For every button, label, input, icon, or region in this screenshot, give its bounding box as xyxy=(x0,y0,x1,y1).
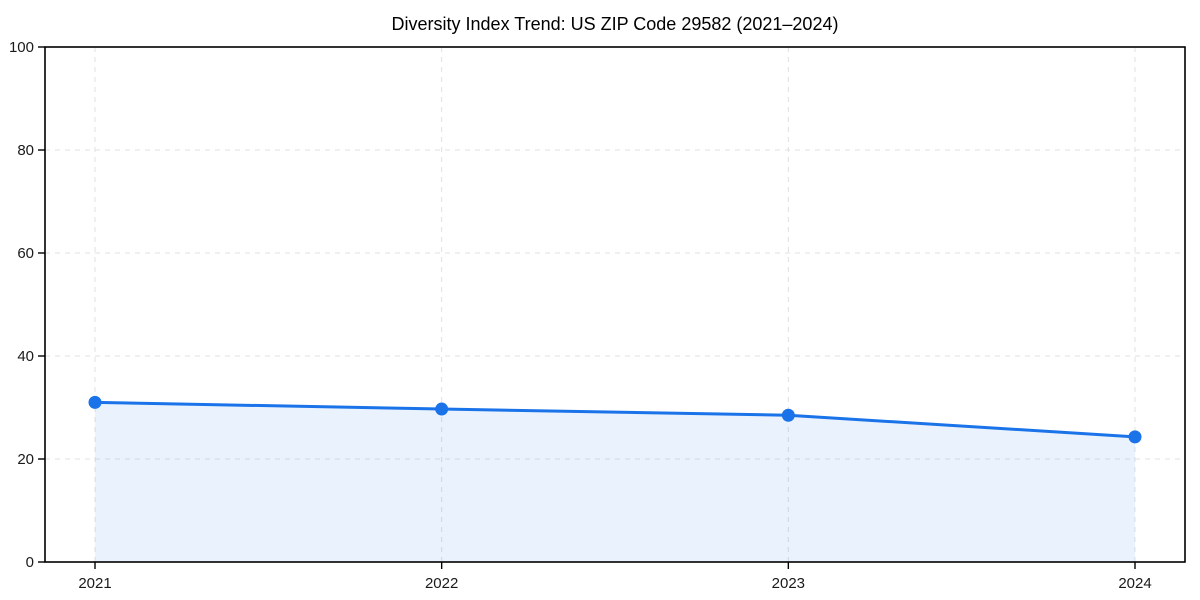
area-fill xyxy=(95,402,1135,562)
x-tick-label: 2021 xyxy=(78,575,111,592)
x-tick-label: 2022 xyxy=(425,575,458,592)
y-tick-label: 60 xyxy=(17,245,34,262)
data-point-marker xyxy=(88,395,102,409)
area-fill-shape xyxy=(95,402,1135,562)
y-tick-label: 80 xyxy=(17,142,34,159)
chart-title: Diversity Index Trend: US ZIP Code 29582… xyxy=(392,14,839,34)
tick-labels: 0 20 40 60 80 100 2021 2022 2023 2024 xyxy=(9,39,1152,592)
axes-frame xyxy=(38,46,1186,569)
x-tick-label: 2023 xyxy=(772,575,805,592)
plot-frame xyxy=(44,46,1186,563)
data-points xyxy=(88,395,1142,444)
y-tick-label: 20 xyxy=(17,451,34,468)
trend-line xyxy=(93,400,1137,439)
data-point-marker xyxy=(1128,430,1142,444)
data-point-marker xyxy=(435,402,449,416)
y-tick-label: 0 xyxy=(26,554,34,571)
y-tick-label: 100 xyxy=(9,39,34,56)
x-tick-label: 2024 xyxy=(1118,575,1151,592)
data-point-marker xyxy=(781,408,795,422)
trend-line-path xyxy=(93,400,1137,439)
y-tick-label: 40 xyxy=(17,348,34,365)
